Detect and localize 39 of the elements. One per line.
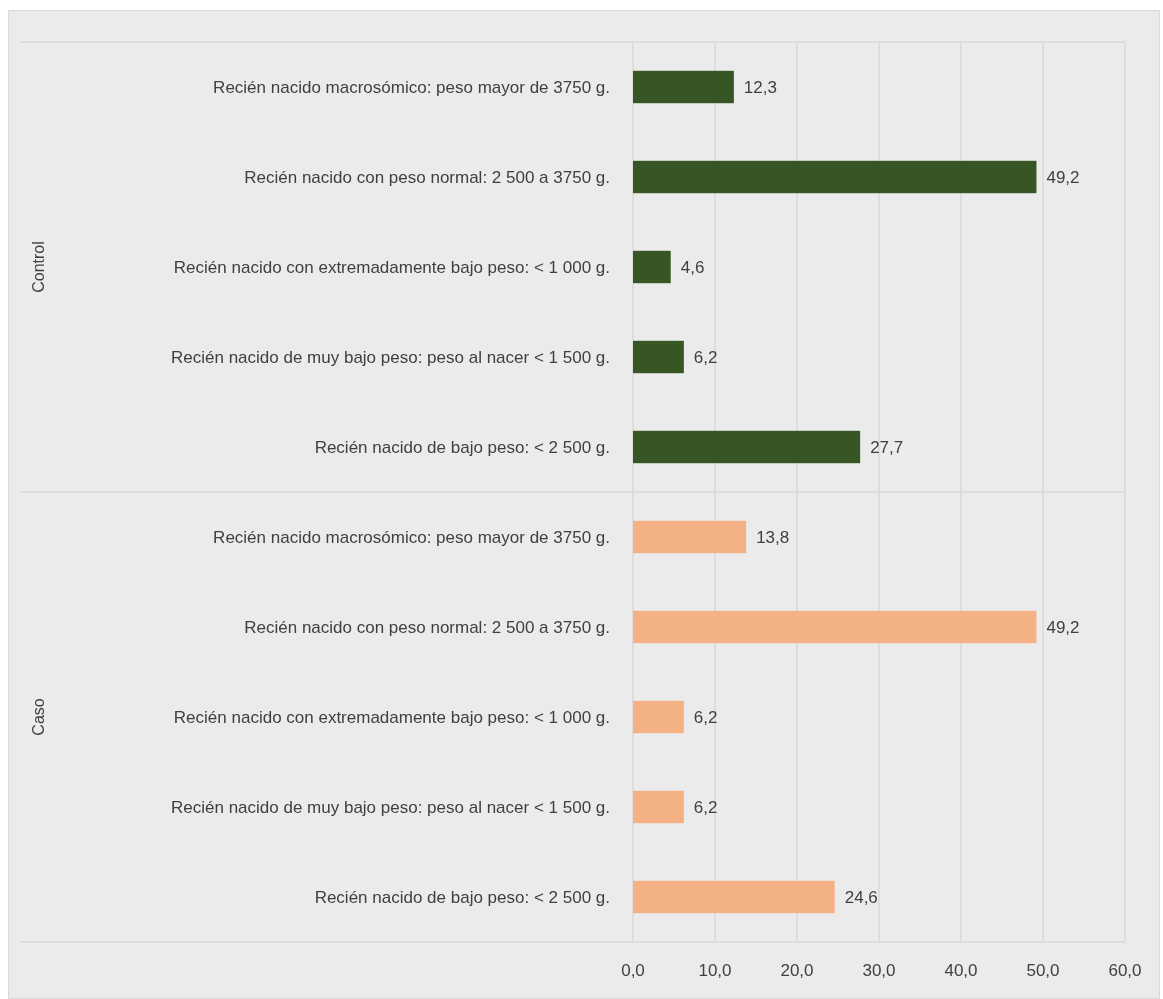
data-label: 4,6	[680, 258, 705, 277]
y-tick-label: Recién nacido macrosómico: peso mayor de 3750 g.	[213, 78, 610, 97]
x-tick-label: 60,0	[1108, 961, 1142, 980]
bar	[633, 790, 684, 824]
y-tick-label: Recién nacido de muy bajo peso: peso al nacer < 1 500 g.	[171, 348, 610, 367]
data-label: 6,2	[693, 348, 718, 367]
bar	[633, 250, 671, 284]
y-tick-label: Recién nacido con extremadamente bajo peso: < 1 000 g.	[173, 258, 610, 277]
x-tick-label: 40,0	[944, 961, 978, 980]
y-tick-label: Recién nacido de bajo peso: < 2 500 g.	[314, 888, 610, 907]
x-tick-label: 50,0	[1026, 961, 1060, 980]
text: Caso	[30, 698, 47, 736]
bar	[633, 430, 861, 464]
text: Control	[30, 241, 47, 293]
y-tick-label: Recién nacido con peso normal: 2 500 a 3750 g.	[244, 618, 610, 637]
x-tick-label: 10,0	[698, 961, 732, 980]
x-tick-label: 0,0	[621, 961, 645, 980]
bar	[633, 610, 1037, 644]
data-label: 13,8	[756, 528, 790, 547]
x-tick-label: 20,0	[780, 961, 814, 980]
data-label: 24,6	[844, 888, 878, 907]
bar	[633, 700, 684, 734]
y-tick-label: Recién nacido de muy bajo peso: peso al nacer < 1 500 g.	[171, 798, 610, 817]
data-label: 6,2	[693, 708, 718, 727]
data-label: 49,2	[1046, 618, 1080, 637]
y-tick-label: Recién nacido con peso normal: 2 500 a 3750 g.	[244, 168, 610, 187]
bar	[633, 70, 734, 104]
bar	[633, 340, 684, 374]
x-tick-label: 30,0	[862, 961, 896, 980]
data-label: 12,3	[743, 78, 777, 97]
data-label: 27,7	[870, 438, 904, 457]
data-label: 6,2	[693, 798, 718, 817]
y-tick-label: Recién nacido de bajo peso: < 2 500 g.	[314, 438, 610, 457]
bar	[633, 520, 747, 554]
y-tick-label: Recién nacido macrosómico: peso mayor de 3750 g.	[213, 528, 610, 547]
y-tick-label: Recién nacido con extremadamente bajo peso: < 1 000 g.	[173, 708, 610, 727]
bar	[633, 880, 835, 914]
bar	[633, 160, 1037, 194]
data-label: 49,2	[1046, 168, 1080, 187]
